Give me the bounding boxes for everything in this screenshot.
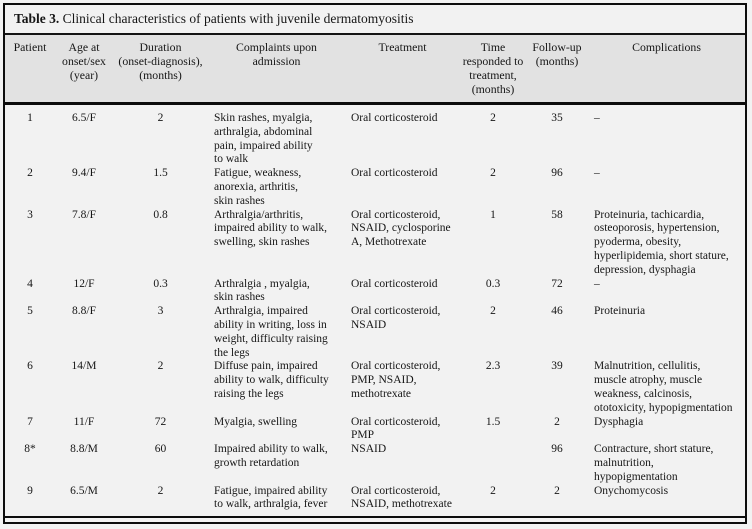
cell-time-responded: 1 (490, 208, 496, 221)
cell-age-sex: 11/F (73, 415, 95, 428)
table-row: 1 6.5/F 2 Skin rashes, myalgia, arthralg… (5, 104, 745, 168)
cell-complications: Contracture, short stature, malnutrition… (594, 443, 714, 483)
cell-complaints: Arthralgia, impaired ability in writing,… (214, 305, 328, 359)
cell-treatment: Oral corticosteroid, NSAID, cyclosporine… (351, 208, 451, 249)
cell-follow-up: 58 (551, 208, 563, 221)
clinical-table-panel: Table 3. Clinical characteristics of pat… (3, 3, 747, 524)
table-footnote: *: Lost to follow-up for 5.5 years; NSAI… (5, 516, 745, 522)
cell-patient: 8* (24, 443, 36, 456)
table-row: 2 9.4/F 1.5 Fatigue, weakness, anorexia,… (5, 167, 745, 208)
column-header-age-sex: Age at onset/sex (year) (55, 35, 113, 105)
cell-time-responded: 0.3 (485, 277, 501, 290)
cell-complaints: Fatigue, impaired ability to walk, arthr… (214, 484, 328, 511)
cell-complications: Dysphagia (594, 415, 644, 428)
cell-follow-up: 39 (551, 360, 563, 373)
cell-duration: 2 (157, 360, 164, 373)
cell-age-sex: 8.8/F (72, 305, 96, 318)
cell-treatment: Oral corticosteroid, NSAID (351, 305, 441, 331)
column-header-patient: Patient (5, 35, 55, 105)
cell-follow-up: 72 (551, 277, 563, 290)
column-header-time-responded: Time responded to treatment, (months) (460, 35, 526, 105)
column-header-follow-up: Follow-up (months) (526, 35, 588, 105)
cell-patient: 7 (27, 415, 33, 428)
column-header-complications: Complications (588, 35, 745, 105)
table-body: 1 6.5/F 2 Skin rashes, myalgia, arthralg… (5, 104, 745, 513)
cell-duration: 2 (157, 112, 164, 124)
cell-duration: 1.5 (153, 167, 168, 180)
cell-age-sex: 12/F (73, 277, 95, 290)
cell-treatment: Oral corticosteroid (351, 277, 438, 290)
cell-time-responded: 2 (490, 484, 496, 497)
cell-complications: Malnutrition, cellulitis, muscle atrophy… (594, 360, 733, 414)
cell-patient: 1 (27, 112, 33, 124)
cell-follow-up: 96 (551, 167, 563, 180)
cell-time-responded: 2.3 (485, 360, 501, 373)
table-title: Table 3. Clinical characteristics of pat… (5, 5, 745, 35)
table-title-text: Clinical characteristics of patients wit… (59, 11, 414, 26)
cell-time-responded: 2 (490, 167, 496, 180)
cell-complaints: Skin rashes, myalgia, arthralgia, abdomi… (214, 112, 313, 166)
cell-time-responded (460, 443, 526, 484)
cell-complications: – (594, 277, 600, 290)
cell-complaints: Fatigue, weakness, anorexia, arthritis, … (214, 167, 302, 207)
cell-patient: 6 (27, 360, 33, 373)
cell-age-sex: 6.5/M (70, 484, 98, 497)
cell-complications: Proteinuria, tachicardia, osteoporosis, … (594, 208, 729, 276)
cell-time-responded: 2 (490, 305, 496, 318)
cell-age-sex: 9.4/F (72, 167, 96, 180)
table-row: 9 6.5/M 2 Fatigue, impaired ability to w… (5, 485, 745, 513)
cell-time-responded: 2 (490, 112, 496, 124)
cell-complaints: Myalgia, swelling (214, 415, 298, 428)
cell-treatment: Oral corticosteroid (351, 112, 438, 124)
cell-complications: Onychomycosis (594, 484, 669, 497)
cell-treatment: Oral corticosteroid, PMP, NSAID, methotr… (351, 360, 441, 400)
cell-treatment: Oral corticosteroid, PMP (351, 415, 441, 442)
cell-patient: 3 (27, 208, 33, 221)
cell-follow-up: 2 (554, 484, 560, 497)
cell-age-sex: 8.8/M (70, 443, 98, 456)
cell-complications: Proteinuria (594, 305, 646, 318)
cell-follow-up: 2 (554, 415, 560, 428)
cell-age-sex: 6.5/F (72, 112, 96, 124)
table-row: 8* 8.8/M 60 Impaired ability to walk, gr… (5, 443, 745, 484)
cell-patient: 5 (27, 305, 33, 318)
cell-patient: 2 (27, 167, 33, 180)
table-row: 5 8.8/F 3 Arthralgia, impaired ability i… (5, 305, 745, 360)
cell-complaints: Arthralgia , myalgia, skin rashes (214, 277, 310, 304)
cell-complaints: Diffuse pain, impaired ability to walk, … (214, 360, 329, 400)
cell-treatment: Oral corticosteroid, NSAID, methotrexate (351, 484, 452, 511)
cell-complaints: Impaired ability to walk, growth retarda… (214, 443, 328, 469)
cell-treatment: NSAID (351, 443, 387, 456)
patients-table: Patient Age at onset/sex (year) Duration… (5, 35, 745, 512)
column-header-duration: Duration (onset-diagnosis), (months) (113, 35, 208, 105)
cell-duration: 0.3 (153, 277, 168, 290)
cell-age-sex: 14/M (71, 360, 97, 373)
cell-duration: 72 (154, 415, 167, 428)
cell-time-responded: 1.5 (485, 415, 501, 428)
table-row: 7 11/F 72 Myalgia, swelling Oral cortico… (5, 416, 745, 444)
cell-treatment: Oral corticosteroid (351, 167, 438, 180)
cell-patient: 9 (27, 484, 33, 497)
cell-complications: – (594, 167, 600, 180)
cell-age-sex: 7.8/F (72, 208, 96, 221)
table-row: 6 14/M 2 Diffuse pain, impaired ability … (5, 360, 745, 415)
header-row: Patient Age at onset/sex (year) Duration… (5, 35, 745, 105)
cell-complaints: Arthralgia/arthritis, impaired ability t… (214, 208, 328, 249)
cell-duration: 2 (157, 484, 164, 497)
cell-follow-up: 46 (551, 305, 563, 318)
cell-duration: 3 (157, 305, 164, 318)
column-header-treatment: Treatment (345, 35, 460, 105)
cell-duration: 0.8 (153, 208, 168, 221)
cell-follow-up: 35 (551, 112, 563, 124)
table-number-label: Table 3. (14, 11, 60, 26)
cell-follow-up: 96 (551, 443, 563, 456)
column-header-complaints: Complaints upon admission (208, 35, 345, 105)
cell-patient: 4 (27, 277, 33, 290)
table-header: Patient Age at onset/sex (year) Duration… (5, 35, 745, 105)
cell-complications: – (594, 112, 600, 124)
table-row: 3 7.8/F 0.8 Arthralgia/arthritis, impair… (5, 209, 745, 278)
table-row: 4 12/F 0.3 Arthralgia , myalgia, skin ra… (5, 278, 745, 306)
cell-duration: 60 (154, 443, 167, 456)
